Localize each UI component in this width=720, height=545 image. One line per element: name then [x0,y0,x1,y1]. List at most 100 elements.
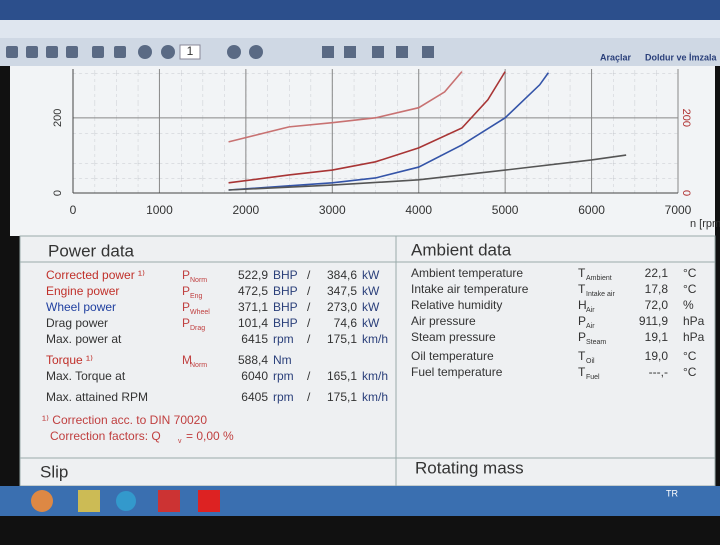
section-title: Power data [48,241,135,260]
curve [228,71,463,143]
value: 472,5 [238,284,268,298]
row-label: Intake air temperature [411,282,529,296]
symbol-sub: Norm [190,362,207,369]
row-label: Max. attained RPM [46,390,148,404]
unit: °C [683,266,697,280]
footnote: ¹⁾ Correction acc. to DIN 70020 [42,413,207,427]
symbol-sub: Ambient [586,275,612,282]
value: 74,6 [334,316,358,330]
value: 911,9 [639,314,668,328]
unit: BHP [273,268,298,282]
curve [228,154,627,191]
symbol: T [578,282,586,296]
value: 72,0 [645,298,669,312]
unit: hPa [683,330,705,344]
section-title: Rotating mass [415,458,524,477]
separator: / [307,369,311,383]
unit: BHP [273,300,298,314]
y-tick-label: 200 [52,109,64,127]
symbol: P [182,284,190,298]
symbol-sub: Oil [586,358,595,365]
separator: / [307,284,311,298]
unit: Nm [273,353,292,367]
row-label: Max. Torque at [46,369,126,383]
footnote: Correction factors: Q [50,429,161,443]
symbol: P [182,268,190,282]
unit: km/h [362,369,388,383]
taskbar-icons [31,490,220,512]
unit: BHP [273,316,298,330]
unit: kW [362,300,380,314]
row-label: Fuel temperature [411,365,503,379]
value: 273,0 [327,300,357,314]
app-icon[interactable] [78,490,100,512]
value: 19,1 [645,330,669,344]
x-tick-label: 3000 [319,203,346,217]
x-tick-label: 7000 [665,203,692,217]
app-icon[interactable] [31,490,53,512]
separator: / [307,316,311,330]
unit: kW [362,316,380,330]
symbol: P [182,316,190,330]
separator: / [307,390,311,404]
value: 6040 [241,369,268,383]
value: 588,4 [238,353,268,367]
row-label: Wheel power [46,300,116,314]
value: 6405 [241,390,268,404]
value: 22,1 [645,266,669,280]
value: 347,5 [327,284,357,298]
title-bar [0,0,720,20]
value: 371,1 [238,300,268,314]
page-number: 1 [187,44,194,58]
unit: °C [683,349,697,363]
y-tick-label: 0 [52,190,64,196]
x-tick-label: 4000 [405,203,432,217]
sign-button[interactable]: Doldur ve İmzala [645,52,718,62]
symbol: T [578,266,586,280]
symbol-sub: Wheel [190,309,210,316]
row-label: Ambient temperature [411,266,523,280]
y2-tick-label: 200 [680,109,692,127]
value: 17,8 [645,282,669,296]
symbol: P [578,330,586,344]
value: 175,1 [327,390,357,404]
symbol: H [578,298,587,312]
x-tick-label: 1000 [146,203,173,217]
x-axis-label: n [rpm [690,218,720,230]
app-icon[interactable] [158,490,180,512]
unit: kW [362,284,380,298]
y2-tick-label: 0 [680,190,692,196]
language: TR [666,488,678,498]
symbol-sub: Air [586,323,595,330]
row-label: Engine power [46,284,119,298]
data-panel [19,235,716,487]
symbol: T [578,349,586,363]
toolbar-icons [6,45,434,59]
minor-grid [73,69,678,193]
tools-button[interactable]: Araçlar [600,52,632,62]
app-icon[interactable] [116,491,136,511]
separator: / [307,300,311,314]
separator: / [307,332,311,346]
value: ---,- [649,365,668,379]
unit: rpm [273,369,294,383]
x-tick-label: 0 [70,203,77,217]
unit: °C [683,282,697,296]
section-title: Slip [40,462,68,481]
page-field[interactable] [179,44,201,60]
unit: km/h [362,332,388,346]
symbol-sub: Intake air [586,291,615,298]
symbol-sub: Drag [190,325,205,332]
unit: kW [362,268,380,282]
row-label: Corrected power ¹⁾ [46,268,145,282]
taskbar [0,486,720,516]
row-label: Air pressure [411,314,476,328]
symbol-sub: Eng [190,293,203,300]
value: 6415 [241,332,268,346]
value: 175,1 [327,332,357,346]
symbol: M [182,353,192,367]
app-icon[interactable] [198,490,220,512]
curve [228,71,506,184]
